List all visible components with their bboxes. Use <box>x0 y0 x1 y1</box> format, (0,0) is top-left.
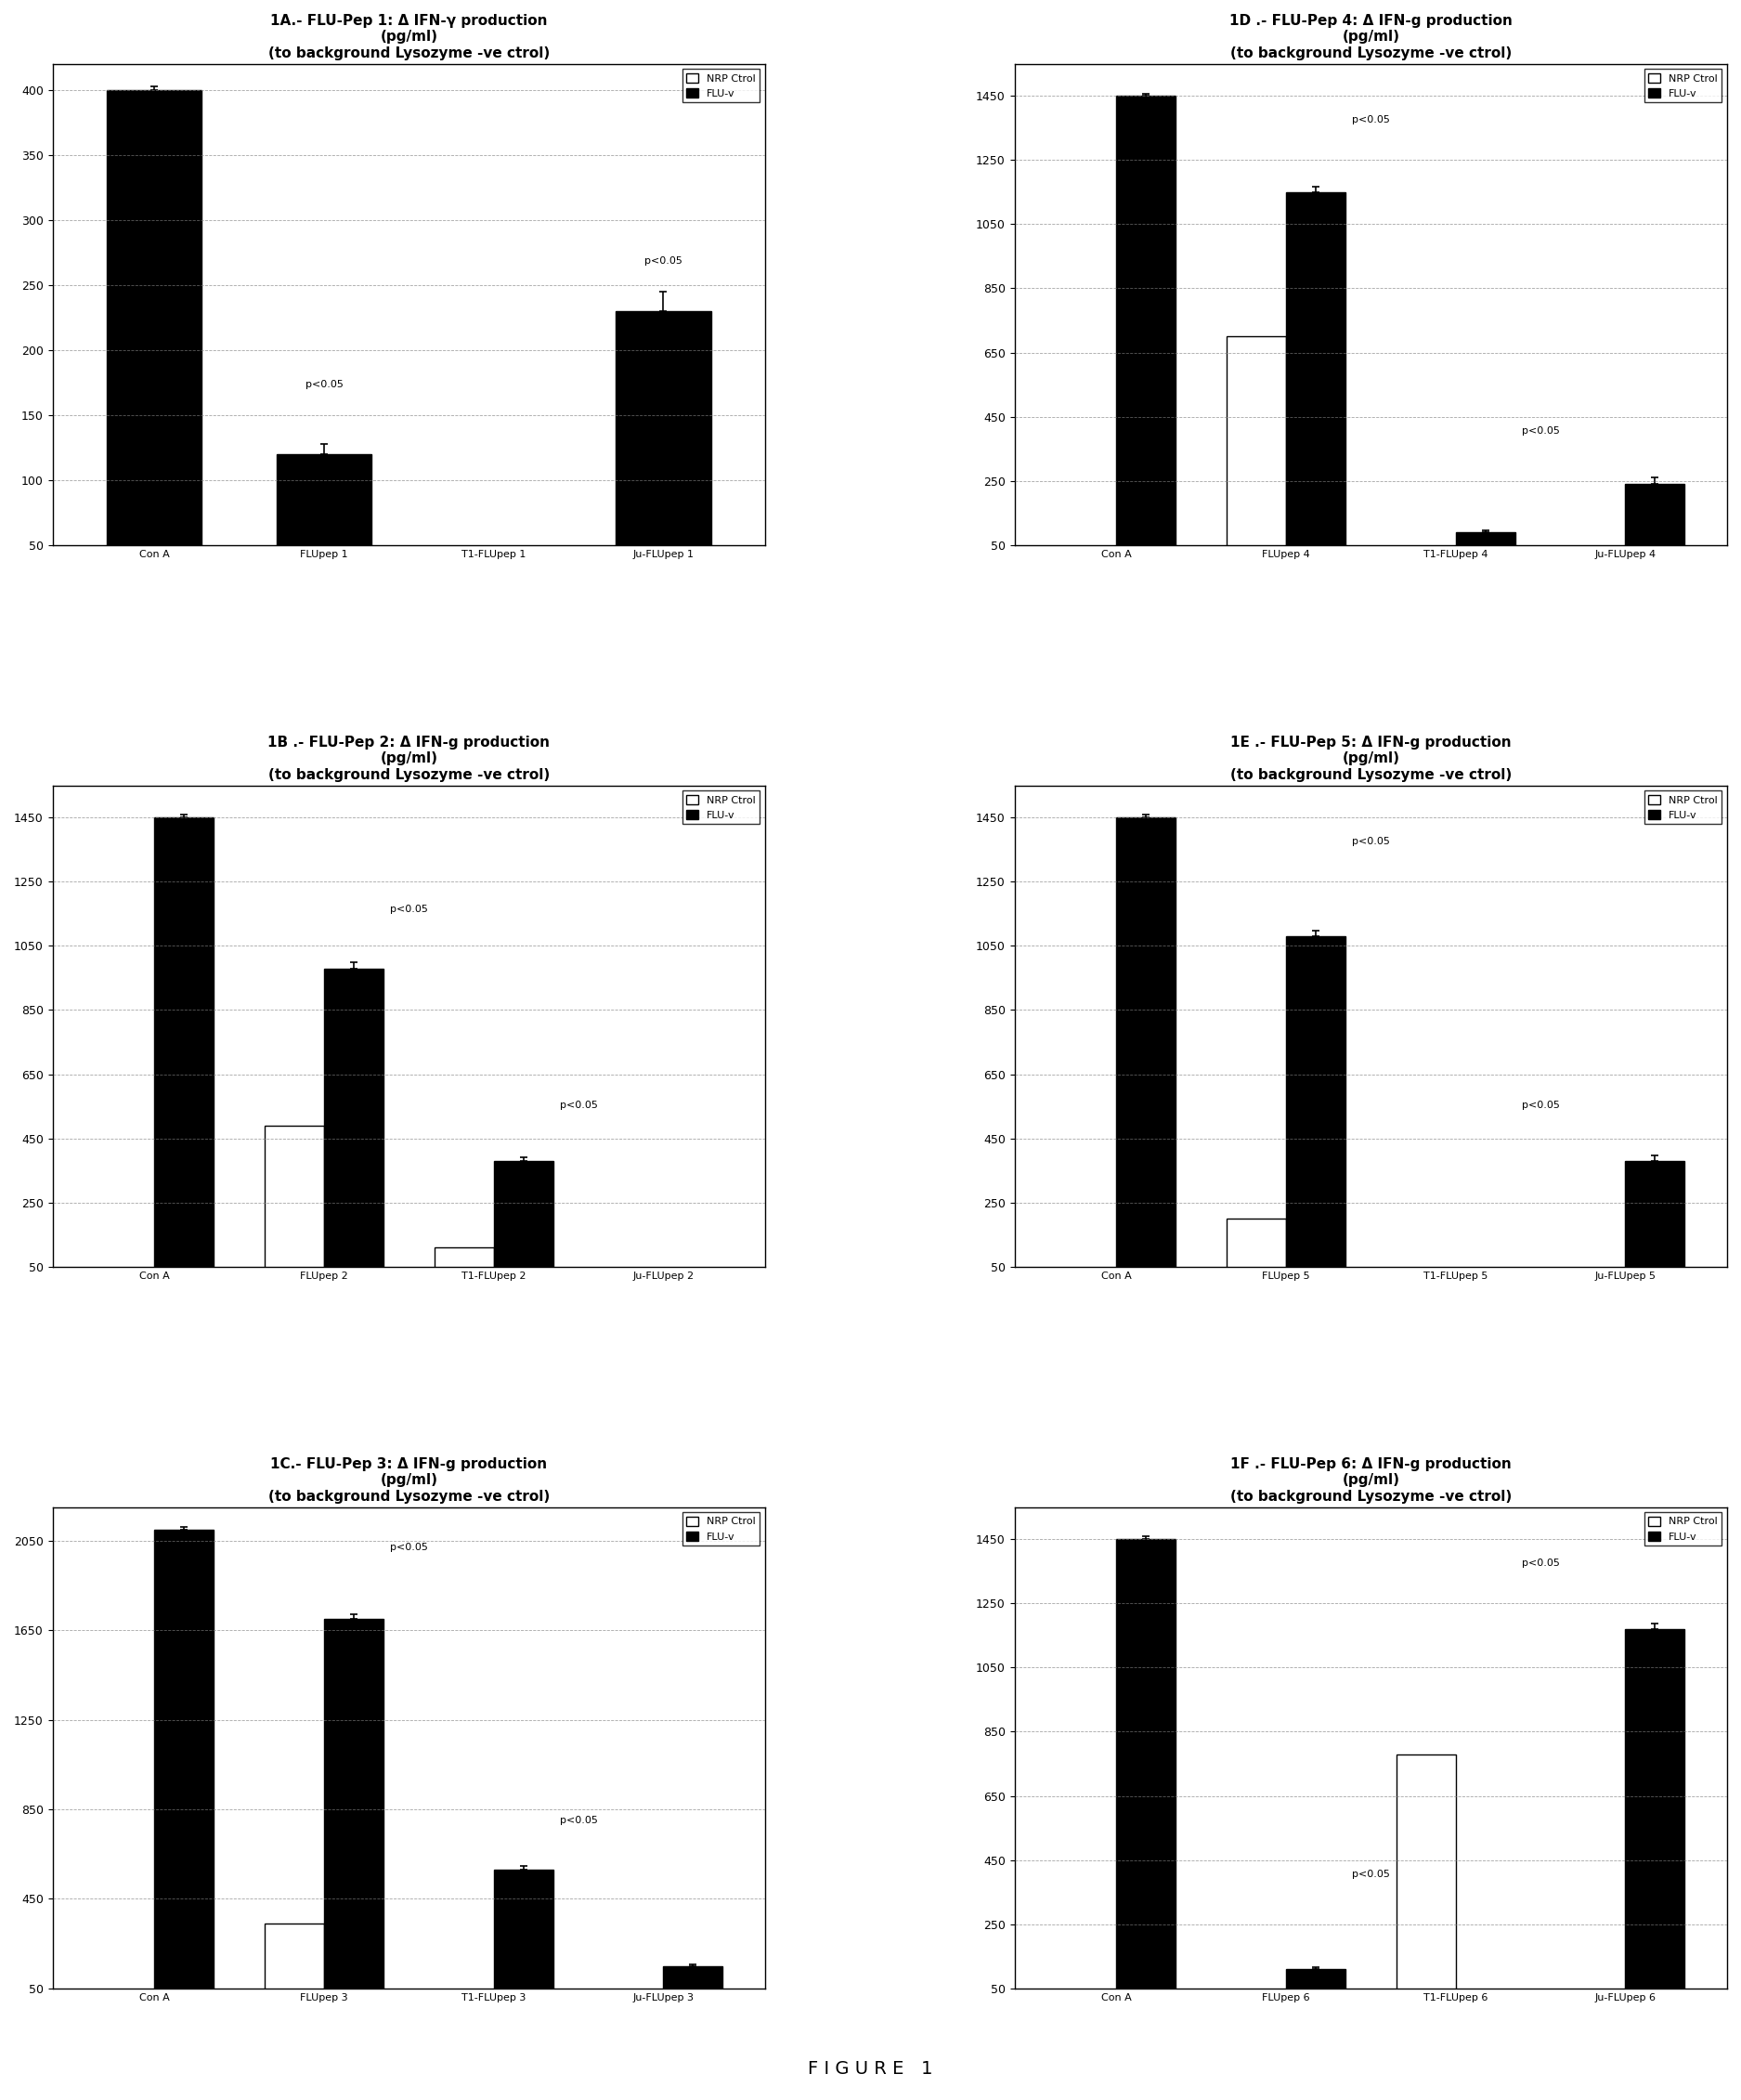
Bar <box>616 311 710 609</box>
Legend: NRP Ctrol, FLU-v: NRP Ctrol, FLU-v <box>1644 69 1722 103</box>
Text: p<0.05: p<0.05 <box>305 380 343 388</box>
Title: 1B .- FLU-Pep 2: Δ IFN-g production
(pg/ml)
(to background Lysozyme -ve ctrol): 1B .- FLU-Pep 2: Δ IFN-g production (pg/… <box>268 735 550 781</box>
Bar <box>106 90 202 609</box>
Text: p<0.05: p<0.05 <box>1351 116 1389 124</box>
Bar <box>265 1126 324 1283</box>
Bar <box>1626 1161 1685 1283</box>
Bar <box>1116 97 1175 561</box>
Bar <box>663 1966 723 1999</box>
Bar <box>434 1247 494 1283</box>
Text: p<0.05: p<0.05 <box>1351 838 1389 846</box>
Bar <box>1626 483 1685 561</box>
Bar <box>446 571 541 609</box>
Legend: NRP Ctrol, FLU-v: NRP Ctrol, FLU-v <box>1644 1512 1722 1546</box>
Bar <box>155 817 214 1283</box>
Text: p<0.05: p<0.05 <box>1522 1558 1560 1569</box>
Text: p<0.05: p<0.05 <box>1522 426 1560 437</box>
Legend: NRP Ctrol, FLU-v: NRP Ctrol, FLU-v <box>682 792 761 823</box>
Bar <box>155 1529 214 1999</box>
Bar <box>1287 1970 1346 2003</box>
Bar <box>494 1869 554 1999</box>
Title: 1F .- FLU-Pep 6: Δ IFN-g production
(pg/ml)
(to background Lysozyme -ve ctrol): 1F .- FLU-Pep 6: Δ IFN-g production (pg/… <box>1229 1457 1511 1504</box>
Title: 1C.- FLU-Pep 3: Δ IFN-g production
(pg/ml)
(to background Lysozyme -ve ctrol): 1C.- FLU-Pep 3: Δ IFN-g production (pg/m… <box>268 1457 550 1504</box>
Text: F I G U R E   1: F I G U R E 1 <box>808 2060 933 2077</box>
Title: 1D .- FLU-Pep 4: Δ IFN-g production
(pg/ml)
(to background Lysozyme -ve ctrol): 1D .- FLU-Pep 4: Δ IFN-g production (pg/… <box>1229 15 1513 61</box>
Text: p<0.05: p<0.05 <box>1522 1100 1560 1109</box>
Bar <box>324 968 383 1283</box>
Bar <box>1227 336 1287 561</box>
Bar <box>1626 1630 1685 2003</box>
Text: p<0.05: p<0.05 <box>559 1100 597 1109</box>
Text: p<0.05: p<0.05 <box>1351 1869 1389 1880</box>
Title: 1A.- FLU-Pep 1: Δ IFN-γ production
(pg/ml)
(to background Lysozyme -ve ctrol): 1A.- FLU-Pep 1: Δ IFN-γ production (pg/m… <box>268 15 550 61</box>
Bar <box>1227 1218 1287 1283</box>
Bar <box>324 1619 383 1999</box>
Bar <box>1116 817 1175 1283</box>
Text: p<0.05: p<0.05 <box>390 1544 428 1552</box>
Legend: NRP Ctrol, FLU-v: NRP Ctrol, FLU-v <box>1644 792 1722 823</box>
Text: p<0.05: p<0.05 <box>644 256 682 265</box>
Bar <box>1287 937 1346 1283</box>
Bar <box>494 1161 554 1283</box>
Title: 1E .- FLU-Pep 5: Δ IFN-g production
(pg/ml)
(to background Lysozyme -ve ctrol): 1E .- FLU-Pep 5: Δ IFN-g production (pg/… <box>1229 735 1511 781</box>
Text: p<0.05: p<0.05 <box>559 1816 597 1825</box>
Legend: NRP Ctrol, FLU-v: NRP Ctrol, FLU-v <box>682 1512 761 1546</box>
Legend: NRP Ctrol, FLU-v: NRP Ctrol, FLU-v <box>682 69 761 103</box>
Bar <box>1287 191 1346 561</box>
Bar <box>277 454 371 609</box>
Text: p<0.05: p<0.05 <box>390 905 428 913</box>
Bar <box>1396 1753 1455 2003</box>
Bar <box>1116 1539 1175 2003</box>
Bar <box>1455 531 1515 561</box>
Bar <box>265 1924 324 1999</box>
